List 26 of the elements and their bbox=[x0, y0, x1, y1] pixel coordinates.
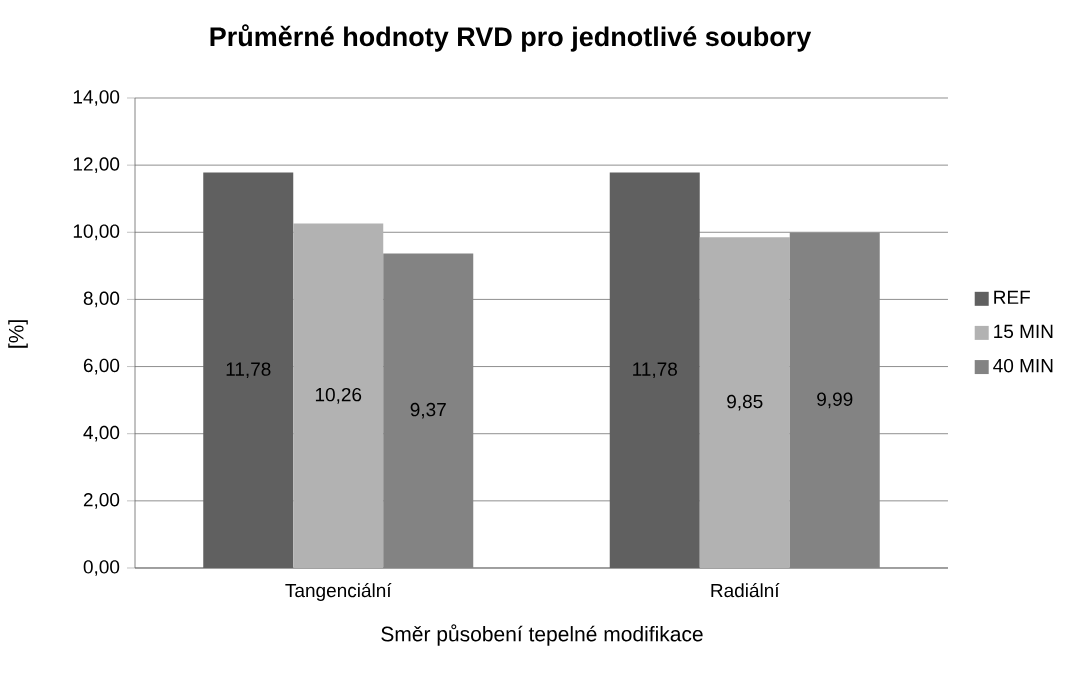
y-tick-label: 0,00 bbox=[83, 560, 120, 576]
y-tick-label: 10,00 bbox=[73, 224, 120, 241]
chart-title: Průměrné hodnoty RVD pro jednotlivé soubory bbox=[210, 24, 812, 52]
y-tick-label: 8,00 bbox=[83, 291, 120, 308]
legend-label: 40 MIN bbox=[993, 358, 1053, 373]
y-tick-label: 12,00 bbox=[73, 157, 120, 173]
bar bbox=[789, 232, 880, 568]
bar bbox=[383, 253, 474, 568]
y-tick-label: 4,00 bbox=[83, 425, 120, 442]
data-label: 11,78 bbox=[633, 362, 677, 379]
x-tick-label: Radiální bbox=[711, 583, 780, 598]
x-axis-title: Směr působení tepelné modifikace bbox=[381, 624, 703, 646]
y-axis-title: [%] bbox=[8, 320, 28, 348]
x-tick-label: Tangenciální bbox=[285, 583, 392, 601]
legend-label: 15 MIN bbox=[994, 324, 1053, 339]
y-tick-label: 2,00 bbox=[83, 493, 120, 509]
bar bbox=[699, 237, 790, 568]
data-label: 9,37 bbox=[410, 402, 446, 419]
legend-label: REF bbox=[994, 290, 1030, 304]
data-label: 11,78 bbox=[226, 362, 271, 379]
y-tick-label: 14,00 bbox=[73, 90, 120, 106]
data-label: 9,85 bbox=[727, 394, 763, 411]
bar bbox=[293, 223, 384, 568]
data-label: 9,99 bbox=[817, 392, 853, 409]
data-label: 10,26 bbox=[315, 387, 362, 404]
y-tick-label: 6,00 bbox=[83, 358, 120, 375]
